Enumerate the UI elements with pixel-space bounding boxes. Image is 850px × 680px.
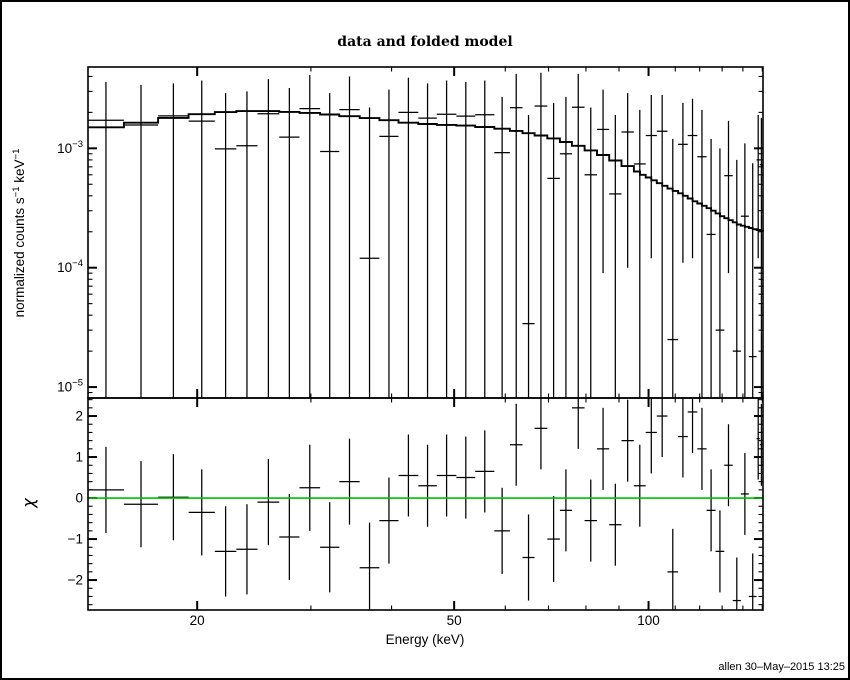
chi-y-tick-label: 1 — [75, 450, 83, 465]
plot-title: data and folded model — [337, 34, 512, 50]
timestamp-signature: allen 30–May–2015 13:25 — [718, 661, 845, 673]
chi-y-tick-label: −1 — [68, 532, 83, 547]
y-axis-label: normalized counts s−1 keV−1 — [11, 149, 27, 318]
chi-y-tick-label: 2 — [75, 409, 83, 424]
chi-y-tick-label: 0 — [75, 491, 83, 506]
x-tick-label: 20 — [190, 613, 205, 628]
chart-content: 20 50 100 10−3 10−4 10−5 2 1 0 −1 −2 normalized cou… — [11, 66, 764, 628]
chi-y-tick-label: −2 — [68, 573, 83, 588]
x-tick-label: 50 — [447, 613, 462, 628]
chi-axis-label: χ — [19, 498, 38, 509]
x-axis-label: Energy (keV) — [386, 632, 465, 647]
y-tick-label: 10−3 — [57, 139, 83, 156]
x-tick-label: 100 — [637, 613, 660, 628]
y-tick-label: 10−4 — [57, 258, 83, 275]
y-tick-label: 10−5 — [57, 378, 83, 395]
residuals-panel-frame — [87, 397, 764, 611]
